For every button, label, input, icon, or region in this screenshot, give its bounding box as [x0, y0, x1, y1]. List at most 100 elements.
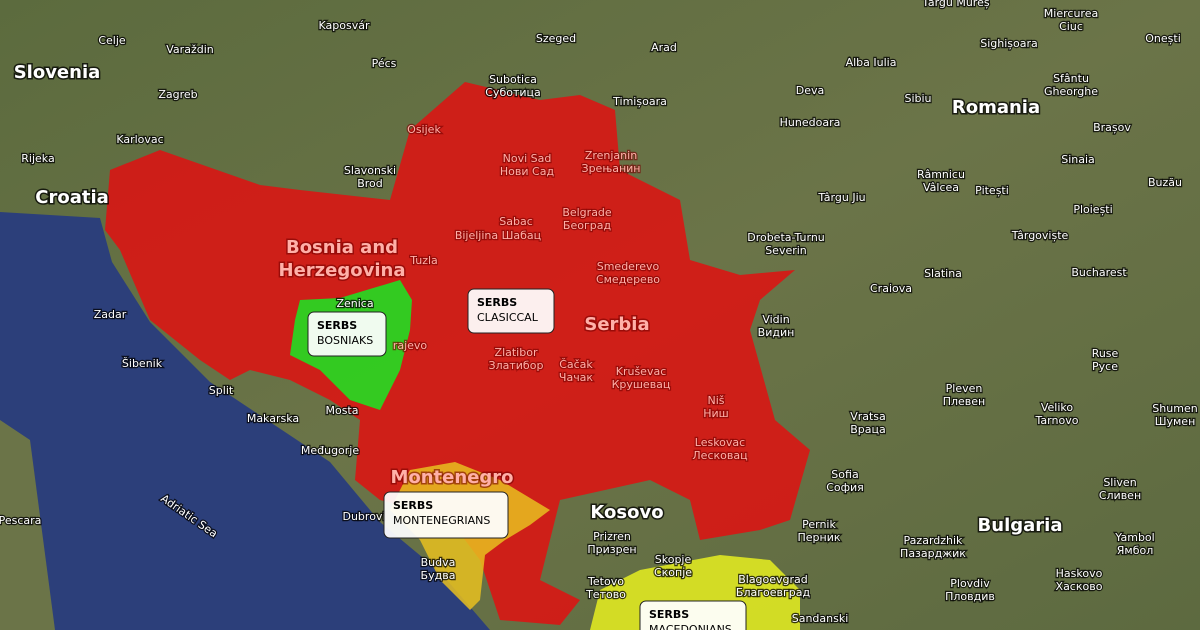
city-local-label: Severin	[765, 244, 807, 257]
region-label: SERBS MONTENEGRIANS	[383, 491, 509, 539]
city-label: Sandanski	[792, 612, 849, 625]
country-label: Slovenia	[14, 62, 101, 83]
city-local-label: Тетово	[585, 588, 626, 601]
city-label: Zlatibor	[495, 346, 538, 359]
city-local-label: Смедерево	[596, 273, 660, 286]
city-label: Kruševac	[616, 365, 667, 378]
city-label: Sfântu	[1053, 72, 1089, 85]
city-label: Niš	[707, 394, 724, 407]
city-local-label: Перник	[797, 531, 840, 544]
region-box	[467, 288, 555, 334]
city-label: Novi Sad	[503, 152, 552, 165]
city-local-label: Скопје	[654, 566, 692, 579]
country-label: Serbia	[584, 314, 649, 335]
city-label: Smederevo	[597, 260, 660, 273]
city-label: Drobeta-Turnu	[747, 231, 825, 244]
italy	[0, 420, 55, 630]
city-label: Sighișoara	[980, 37, 1038, 50]
city-label: Alba Iulia	[846, 56, 897, 69]
region-title: SERBS	[649, 608, 689, 621]
city-local-label: Призрен	[587, 543, 636, 556]
city-label: Szeged	[536, 32, 576, 45]
city-label: Pleven	[946, 382, 983, 395]
city-local-label: Суботица	[485, 86, 541, 99]
city-label: Osijek	[407, 123, 441, 136]
city-local-label: Благоевград	[736, 586, 811, 599]
region-subtitle: MONTENEGRIANS	[393, 514, 490, 527]
city-label: Budva	[421, 556, 456, 569]
city-label: Bijeljina Шабац	[455, 229, 541, 242]
city-label: rajevo	[393, 339, 428, 352]
city-local-label: Плевен	[943, 395, 986, 408]
city-label: Pernik	[802, 518, 836, 531]
city-label: Veliko	[1041, 401, 1074, 414]
city-label: Skopje	[655, 553, 692, 566]
city-label: Tetovo	[587, 575, 624, 588]
city-label: Zrenjanin	[585, 149, 637, 162]
city-label: Târgoviște	[1011, 229, 1069, 242]
city-label: Blagoevgrad	[738, 573, 808, 586]
city-local-label: Пловдив	[945, 590, 995, 603]
city-label: Vratsa	[850, 410, 886, 423]
city-label: Brașov	[1093, 121, 1131, 134]
city-local-label: Хасково	[1056, 580, 1103, 593]
region-label: SERBS CLASICCAL	[467, 288, 555, 334]
country-label: Herzegovina	[279, 260, 406, 281]
city-label: Miercurea	[1044, 7, 1098, 20]
city-label: Makarska	[247, 412, 299, 425]
city-label: Plovdiv	[950, 577, 990, 590]
city-label: Slavonski	[344, 164, 396, 177]
city-label: Târgu Mureș	[921, 0, 989, 9]
country-label: Montenegro	[390, 467, 513, 488]
country-label: Bulgaria	[978, 515, 1063, 536]
region-subtitle: BOSNIAKS	[317, 334, 373, 347]
region-label: SERBS BOSNIAKS	[307, 311, 387, 357]
city-label: Craiova	[870, 282, 912, 295]
city-local-label: Пазарджик	[900, 547, 966, 560]
country-label: Croatia	[35, 187, 109, 208]
city-local-label: София	[826, 481, 864, 494]
city-label: Yambol	[1114, 531, 1154, 544]
city-label: Pitești	[975, 184, 1009, 197]
region-box	[639, 600, 747, 634]
city-label: Pazardzhik	[904, 534, 964, 547]
city-label: Arad	[651, 41, 677, 54]
city-local-label: Зрењанин	[582, 162, 641, 175]
city-label: Ploiești	[1073, 203, 1112, 216]
city-label: Shumen	[1152, 402, 1197, 415]
region-title: SERBS	[393, 499, 433, 512]
city-label: Čačak	[559, 358, 593, 371]
city-local-label: Нови Сад	[500, 165, 555, 178]
country-label: Romania	[952, 97, 1040, 118]
city-local-label: Лесковац	[692, 449, 747, 462]
city-label: Zadar	[94, 308, 127, 321]
city-label: Târgu Jiu	[817, 191, 865, 204]
city-label: Vidin	[762, 313, 789, 326]
city-local-label: Vâlcea	[923, 181, 959, 194]
city-local-label: Сливен	[1099, 489, 1141, 502]
region-subtitle: CLASICCAL	[477, 311, 539, 324]
region-box	[383, 491, 509, 539]
city-label: Sliven	[1103, 476, 1136, 489]
city-label: Zagreb	[158, 88, 197, 101]
country-label: Bosnia and	[286, 237, 398, 258]
region-subtitle: MACEDONIANS	[649, 623, 732, 630]
city-label: Bucharest	[1071, 266, 1127, 279]
city-label: Slatina	[924, 267, 962, 280]
city-label: Zenica	[336, 297, 373, 310]
city-local-label: Русе	[1092, 360, 1118, 373]
city-local-label: Ямбол	[1117, 544, 1154, 557]
city-label: Dubrovi	[342, 510, 385, 523]
city-label: Prizren	[593, 530, 631, 543]
city-label: Buzău	[1148, 176, 1182, 189]
city-label: Sibiu	[904, 92, 931, 105]
city-label: Sinaia	[1061, 153, 1095, 166]
country-label: Kosovo	[590, 502, 663, 523]
city-label: Šibenik	[122, 357, 163, 370]
region-box	[307, 311, 387, 357]
city-local-label: Враца	[850, 423, 886, 436]
region-label: SERBS MACEDONIANS	[639, 600, 747, 634]
city-local-label: Будва	[421, 569, 456, 582]
city-label: Međugorje	[301, 444, 360, 457]
